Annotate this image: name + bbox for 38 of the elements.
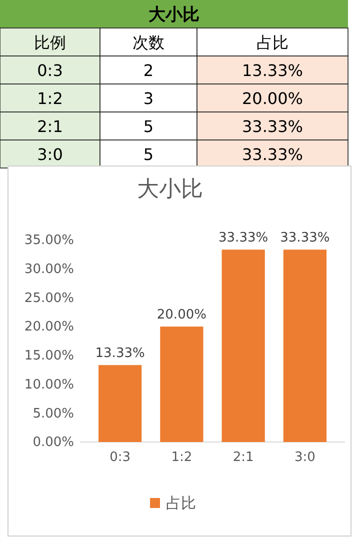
series-label: 占比	[256, 33, 288, 52]
data-label: 3	[143, 89, 154, 108]
x-tick-label: 3:0	[294, 450, 316, 466]
y-tick-label: 30.00%	[24, 262, 74, 278]
y-tick-label: 10.00%	[24, 377, 74, 392]
data-label: 33.33%	[242, 145, 304, 164]
bar	[98, 365, 142, 442]
y-tick-label: 15.00%	[24, 348, 74, 364]
bar	[160, 326, 204, 442]
data-label: 33.33%	[218, 230, 268, 246]
y-tick-label: 20.00%	[24, 320, 74, 335]
chart-title: 大小比	[137, 177, 203, 202]
y-tick-label: 5.00%	[32, 406, 74, 422]
category-label: 3:0	[37, 145, 63, 164]
x-tick-label: 0:3	[110, 450, 131, 466]
bar	[283, 250, 327, 442]
y-tick-label: 35.00%	[24, 233, 74, 248]
data-label: 5	[143, 117, 154, 136]
data-label: 20.00%	[156, 308, 206, 323]
category-label: 0:3	[37, 61, 63, 80]
text: 比例	[34, 33, 66, 52]
data-label: 13.33%	[242, 61, 304, 80]
series-label: 次数	[132, 33, 164, 52]
data-label: 20.00%	[242, 89, 304, 108]
y-tick-label: 0.00%	[32, 435, 74, 450]
legend-label: 占比	[166, 494, 196, 512]
x-tick-label: 2:1	[232, 450, 254, 466]
data-label: 5	[143, 145, 154, 164]
category-label: 1:2	[37, 89, 63, 108]
data-label: 33.33%	[280, 230, 330, 246]
text: 大小比	[148, 5, 200, 25]
x-tick-label: 1:2	[171, 450, 192, 466]
data-label: 13.33%	[95, 346, 145, 362]
category-label: 2:1	[37, 117, 63, 136]
data-label: 2	[143, 61, 154, 80]
y-tick-label: 25.00%	[24, 290, 74, 306]
bar	[222, 250, 265, 442]
data-label: 33.33%	[242, 117, 304, 136]
